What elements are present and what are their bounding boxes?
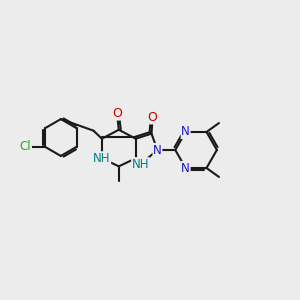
Text: O: O [112, 107, 122, 120]
Text: N: N [181, 125, 190, 139]
Text: NH: NH [93, 152, 111, 165]
Text: N: N [153, 143, 162, 157]
Text: N: N [181, 161, 190, 175]
Text: NH: NH [132, 158, 149, 171]
Text: O: O [148, 111, 158, 124]
Text: Cl: Cl [20, 140, 32, 153]
